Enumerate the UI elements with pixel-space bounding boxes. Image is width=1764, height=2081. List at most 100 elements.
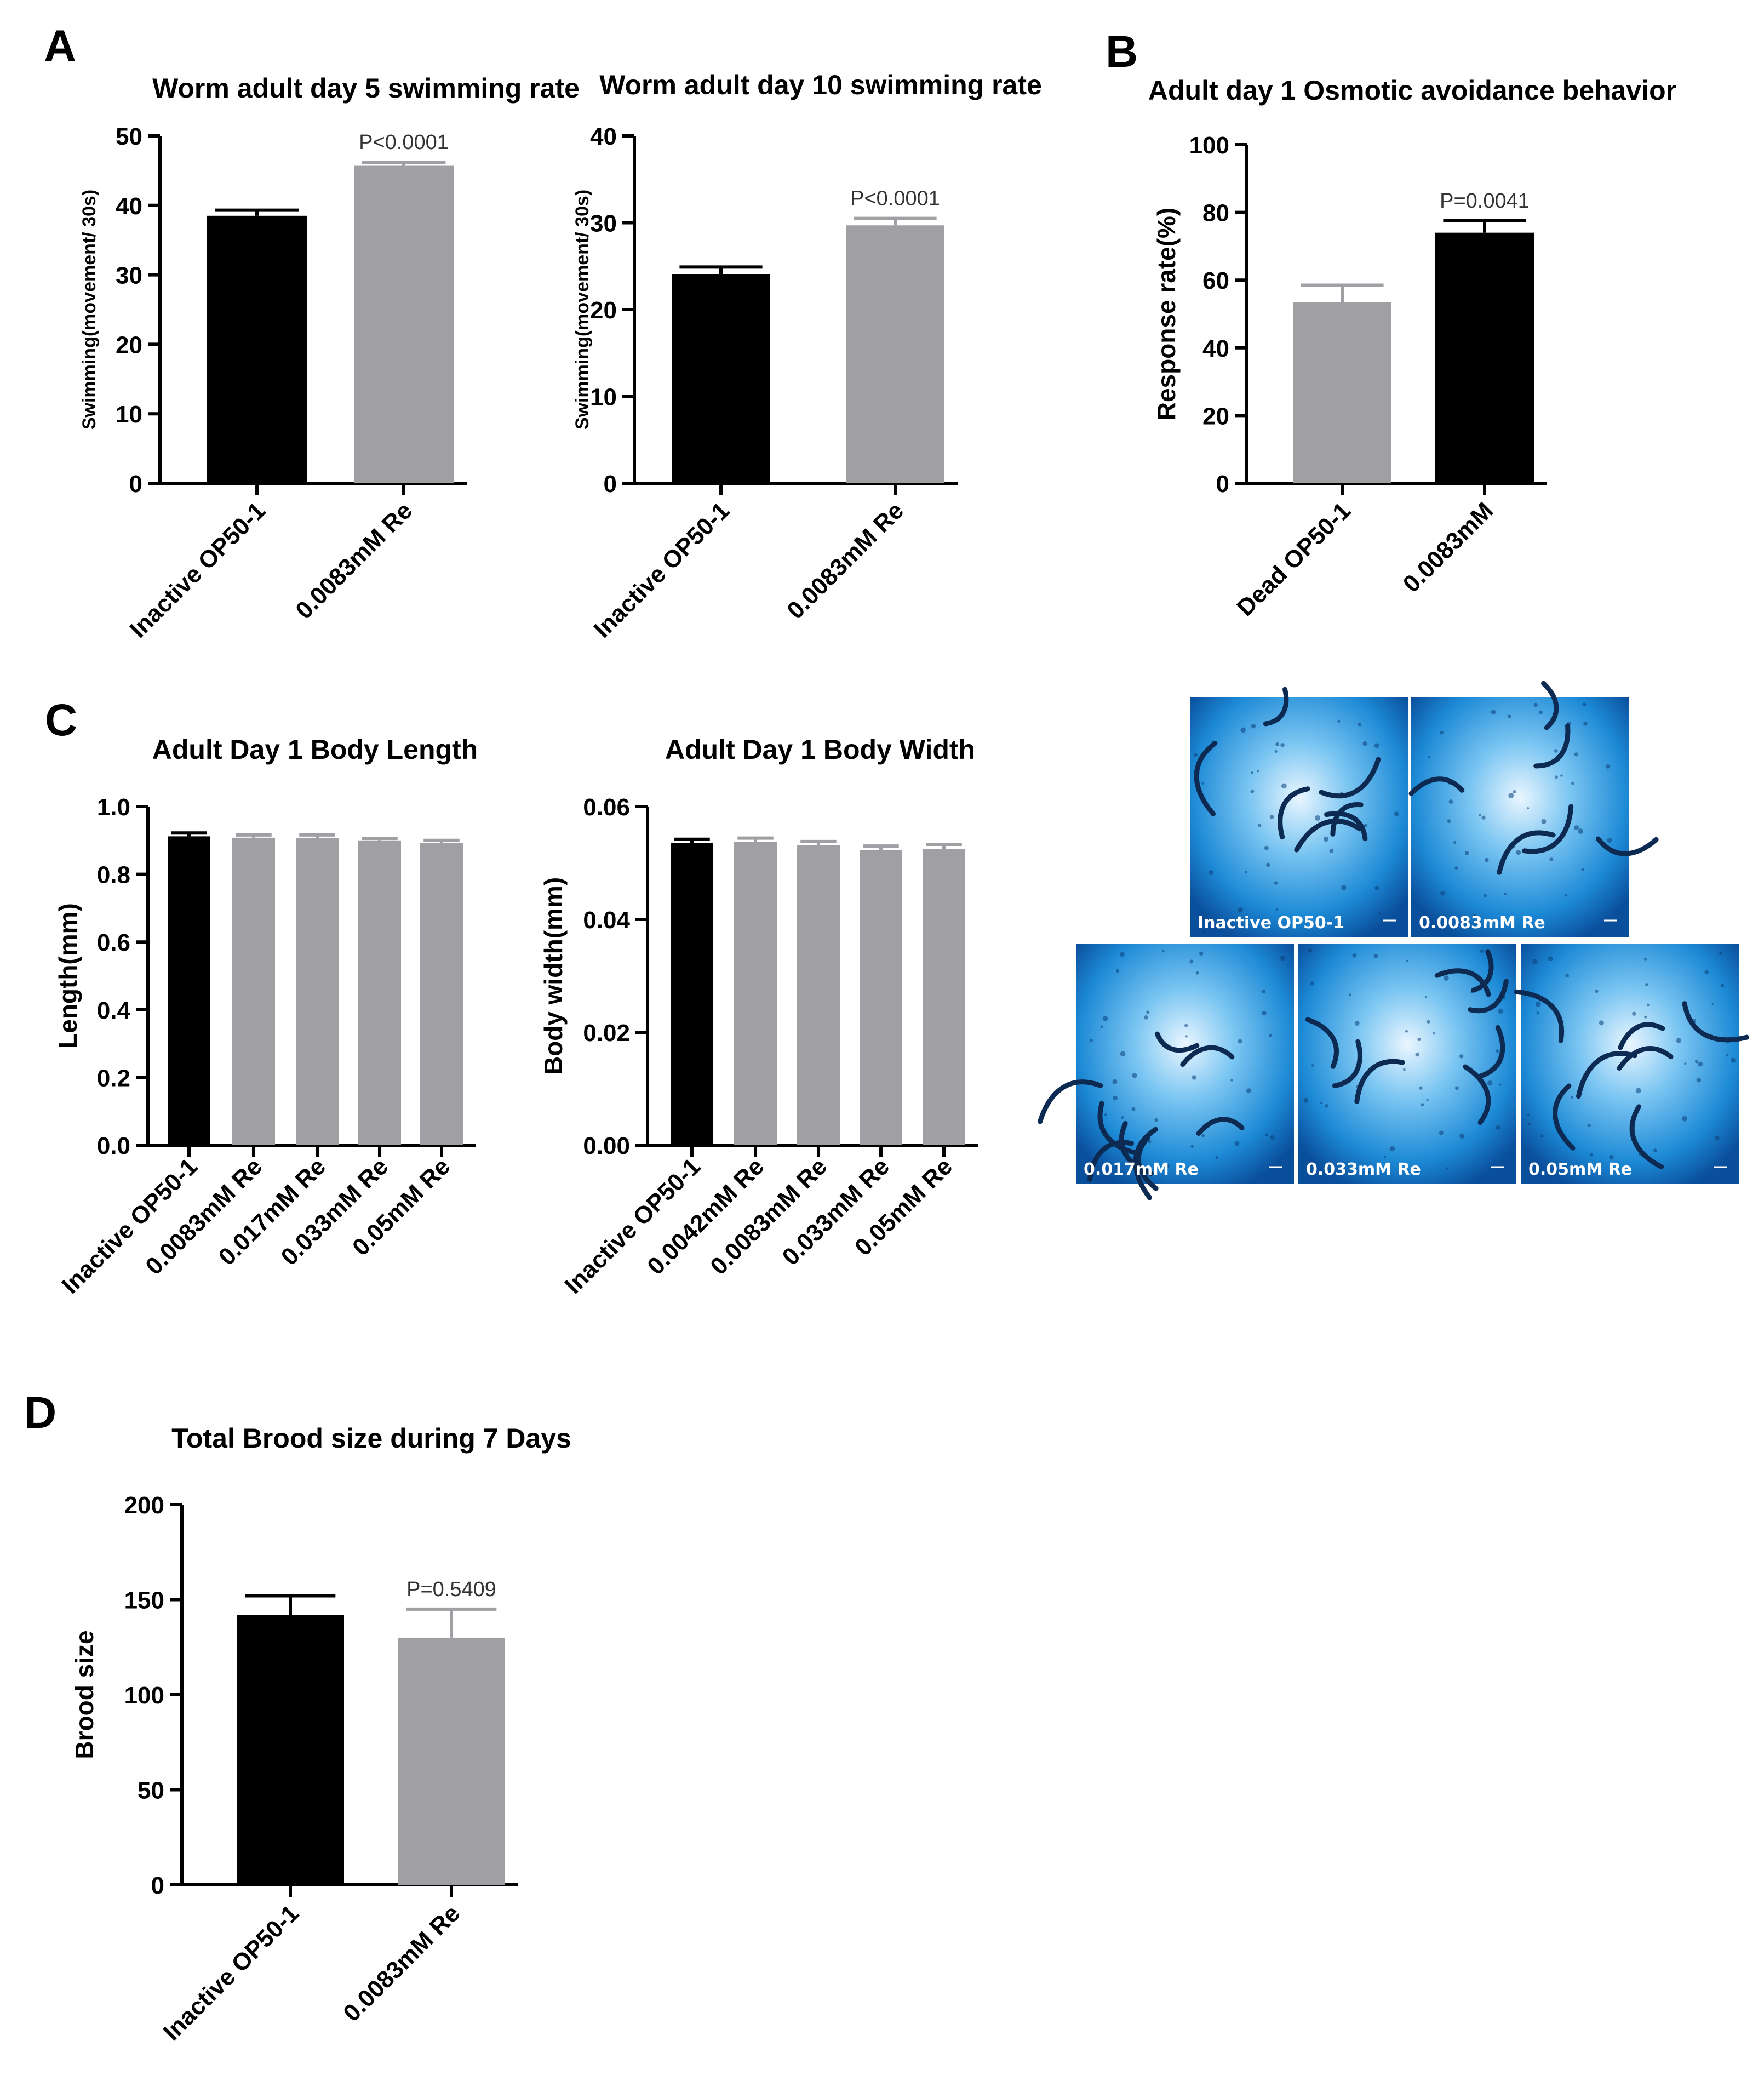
speck xyxy=(1427,1020,1430,1024)
bar-5 xyxy=(923,849,965,1145)
bar-3 xyxy=(296,838,339,1145)
panel-letter-a: A xyxy=(44,21,76,71)
speck xyxy=(1115,969,1120,973)
speck xyxy=(1402,1068,1406,1071)
micrograph-2: 0.0083mM Re xyxy=(1408,681,1659,937)
speck xyxy=(1329,848,1334,853)
speck xyxy=(1487,1080,1493,1086)
micrograph-3: 0.017mM Re xyxy=(1038,944,1294,1200)
speck xyxy=(1100,1025,1103,1028)
y-tick-label: 0.06 xyxy=(583,794,630,821)
y-tick-label: 0.0 xyxy=(97,1133,130,1159)
speck xyxy=(1643,957,1647,961)
speck xyxy=(1362,741,1368,746)
chart-brood-size: Total Brood size during 7 Days 0 50 100 150 2… xyxy=(70,1423,571,2046)
y-tick-label: 0.2 xyxy=(97,1065,130,1091)
y-tick-label: 40 xyxy=(116,193,142,220)
speck xyxy=(1694,1060,1699,1064)
speck xyxy=(1446,1167,1448,1170)
category-label: Inactive OP50-1 xyxy=(589,497,735,643)
speck xyxy=(1250,771,1253,775)
y-tick-label: 0.6 xyxy=(97,929,130,956)
y-tick-label: 80 xyxy=(1202,200,1229,227)
micrograph-label: 0.0083mM Re xyxy=(1419,913,1545,933)
micrograph-background xyxy=(1190,697,1408,937)
worm xyxy=(1408,776,1465,796)
panel-letter-b: B xyxy=(1106,27,1138,77)
speck xyxy=(1373,954,1378,959)
speck xyxy=(1448,799,1453,804)
bar-5 xyxy=(420,843,463,1145)
speck xyxy=(1454,866,1458,870)
y-tick-label: 1.0 xyxy=(97,794,130,821)
speck xyxy=(1473,914,1477,918)
speck xyxy=(1424,996,1427,998)
worm xyxy=(1319,757,1381,799)
speck xyxy=(1120,952,1125,957)
speck xyxy=(1480,949,1484,953)
worm xyxy=(1682,1001,1750,1043)
p-value-annotation: P=0.5409 xyxy=(406,1578,496,1601)
speck xyxy=(1560,774,1563,777)
speck xyxy=(1364,824,1368,827)
speck xyxy=(1731,1057,1736,1063)
speck xyxy=(1132,1073,1137,1078)
speck xyxy=(1464,851,1469,855)
speck xyxy=(1574,825,1579,831)
speck xyxy=(1325,1104,1328,1108)
speck xyxy=(1250,789,1255,793)
category-label: Inactive OP50-1 xyxy=(125,497,271,643)
speck xyxy=(1201,782,1204,785)
y-axis-label: Swimming(movement/ 30s) xyxy=(572,190,593,430)
micrograph-4: 0.033mM Re xyxy=(1298,944,1516,1184)
speck xyxy=(1367,1171,1370,1174)
speck xyxy=(1496,1125,1500,1130)
micrograph-5: 0.05mM Re xyxy=(1514,944,1750,1184)
speck xyxy=(1503,892,1507,895)
speck xyxy=(1682,1116,1688,1122)
speck xyxy=(1478,814,1481,816)
speck xyxy=(1270,1135,1275,1140)
worm xyxy=(1522,804,1574,854)
speck xyxy=(1498,1008,1503,1014)
worm xyxy=(1514,989,1565,1043)
micrograph-label: 0.033mM Re xyxy=(1306,1160,1421,1179)
speck xyxy=(1238,924,1241,927)
speck xyxy=(1280,743,1285,747)
speck xyxy=(1532,959,1538,965)
bar-4 xyxy=(860,850,902,1145)
speck xyxy=(1189,959,1194,964)
chart-body-width: Adult Day 1 Body Width 0.00 0.02 0.04 0.06 Bo… xyxy=(539,734,978,1299)
speck xyxy=(1538,710,1543,714)
worm xyxy=(1434,968,1491,997)
speck xyxy=(1323,836,1329,842)
speck xyxy=(1533,702,1538,707)
y-tick-label: 0 xyxy=(1216,471,1229,498)
speck xyxy=(1587,1123,1591,1127)
speck xyxy=(1217,918,1222,923)
chart-swimming-day5: Worm adult day 5 swimming rate 0 10 20 30 40 5… xyxy=(79,73,580,643)
speck xyxy=(1554,775,1558,779)
speck xyxy=(1599,1020,1604,1026)
p-value-annotation: P<0.0001 xyxy=(359,131,449,154)
bar-2 xyxy=(354,165,454,483)
speck xyxy=(1275,908,1279,912)
speck xyxy=(1090,1039,1093,1042)
bar-2 xyxy=(232,837,275,1145)
speck xyxy=(1440,891,1445,896)
speck xyxy=(1269,815,1274,819)
speck xyxy=(1201,916,1206,920)
y-tick-label: 150 xyxy=(124,1587,164,1614)
y-tick-label: 20 xyxy=(590,297,617,324)
chart-title: Total Brood size during 7 Days xyxy=(171,1423,571,1454)
worm xyxy=(1180,1045,1235,1067)
speck xyxy=(1428,756,1430,759)
speck xyxy=(1383,1156,1387,1158)
speck xyxy=(1513,790,1516,794)
worm xyxy=(1541,681,1559,730)
micrograph-label: 0.05mM Re xyxy=(1528,1160,1632,1179)
chart-title: Worm adult day 10 swimming rate xyxy=(599,70,1042,100)
speck xyxy=(1262,1010,1267,1016)
chart-swimming-day10: Worm adult day 10 swimming rate 0 10 20 30 40… xyxy=(572,70,1042,643)
speck xyxy=(1499,1083,1502,1086)
